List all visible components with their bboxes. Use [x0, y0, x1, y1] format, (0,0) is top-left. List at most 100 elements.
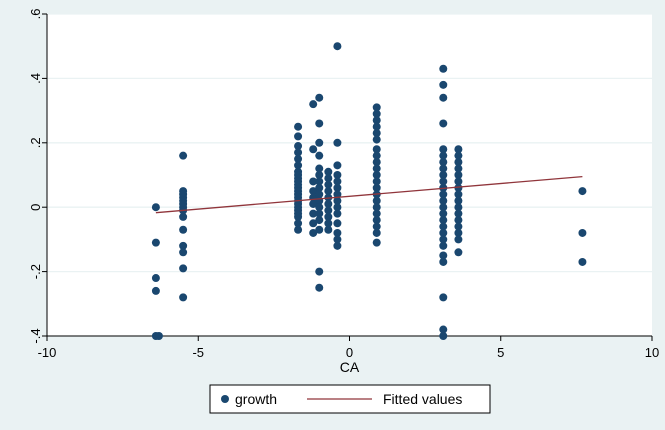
growth-point: [294, 142, 303, 151]
growth-point: [454, 158, 463, 167]
growth-point: [333, 190, 342, 199]
growth-point: [454, 183, 463, 192]
growth-point: [372, 216, 381, 225]
growth-point: [372, 103, 381, 112]
growth-point: [333, 42, 342, 51]
growth-point: [294, 219, 303, 228]
legend-growth-label: growth: [235, 391, 277, 407]
growth-point: [372, 151, 381, 160]
growth-point: [324, 167, 333, 176]
growth-point: [324, 225, 333, 234]
growth-point: [179, 225, 188, 234]
growth-point: [439, 257, 448, 266]
growth-point: [439, 216, 448, 225]
growth-point: [179, 293, 188, 302]
growth-point: [315, 283, 324, 292]
growth-point: [439, 228, 448, 237]
growth-point: [372, 228, 381, 237]
growth-point: [294, 132, 303, 141]
growth-point: [372, 238, 381, 247]
growth-point: [179, 241, 188, 250]
growth-point: [439, 241, 448, 250]
legend-fitted-label: Fitted values: [383, 391, 462, 407]
growth-point: [294, 122, 303, 131]
fitted-line-group: [155, 175, 583, 214]
y-tick-label: .4: [28, 73, 43, 84]
growth-point: [315, 209, 324, 218]
growth-point: [439, 171, 448, 179]
growth-point: [294, 148, 303, 157]
x-tick-label: -5: [192, 345, 204, 360]
growth-point: [439, 80, 448, 89]
growth-point: [309, 177, 318, 186]
growth-point: [151, 238, 160, 247]
x-tick-label: 5: [497, 345, 504, 360]
growth-point: [439, 325, 448, 334]
growth-point: [439, 158, 448, 167]
growth-point: [333, 171, 342, 179]
growth-point: [315, 171, 324, 179]
growth-point: [454, 216, 463, 225]
growth-point: [179, 151, 188, 160]
growth-point: [333, 138, 342, 147]
growth-point: [439, 251, 448, 260]
growth-point: [151, 286, 160, 295]
growth-point: [315, 216, 324, 225]
growth-point: [315, 151, 324, 160]
growth-point: [309, 219, 318, 228]
growth-point: [324, 187, 333, 196]
y-tick-label: -.4: [28, 328, 43, 343]
growth-points: [151, 42, 587, 340]
growth-point: [372, 196, 381, 205]
growth-point: [439, 119, 448, 128]
growth-point: [454, 222, 463, 231]
growth-point: [454, 151, 463, 160]
growth-point: [309, 209, 318, 218]
growth-point: [439, 293, 448, 302]
growth-point: [372, 222, 381, 231]
growth-point: [315, 225, 324, 234]
growth-point: [315, 183, 324, 192]
growth-point: [439, 203, 448, 212]
growth-point: [294, 161, 303, 170]
x-tick-label: 0: [346, 345, 353, 360]
growth-point: [309, 187, 318, 196]
growth-point: [333, 209, 342, 218]
growth-point: [454, 145, 463, 154]
growth-point: [315, 119, 324, 128]
growth-point: [439, 64, 448, 73]
growth-point: [151, 274, 160, 283]
growth-point: [372, 122, 381, 131]
growth-point: [294, 212, 303, 221]
growth-point: [439, 209, 448, 218]
growth-point: [439, 235, 448, 244]
growth-point: [309, 228, 318, 237]
x-axis-title: CA: [340, 359, 360, 375]
growth-point: [333, 235, 342, 244]
growth-point: [324, 180, 333, 189]
y-tick-label: 0: [28, 204, 43, 211]
growth-point: [315, 177, 324, 186]
growth-point: [324, 206, 333, 215]
growth-point: [315, 203, 324, 212]
legend: growth Fitted values: [209, 384, 491, 414]
growth-point: [333, 183, 342, 192]
growth-point: [315, 138, 324, 147]
growth-point: [309, 145, 318, 154]
growth-point: [439, 177, 448, 186]
growth-point: [439, 93, 448, 102]
growth-point: [294, 154, 303, 163]
growth-point: [333, 241, 342, 250]
growth-point: [578, 187, 587, 196]
growth-point: [439, 222, 448, 231]
growth-point: [439, 190, 448, 199]
growth-point: [439, 145, 448, 154]
growth-point: [372, 116, 381, 125]
growth-point: [454, 235, 463, 244]
growth-point: [454, 177, 463, 186]
growth-point: [324, 174, 333, 183]
growth-point: [372, 183, 381, 192]
growth-point: [294, 225, 303, 234]
y-tick-label: -.2: [28, 264, 43, 279]
